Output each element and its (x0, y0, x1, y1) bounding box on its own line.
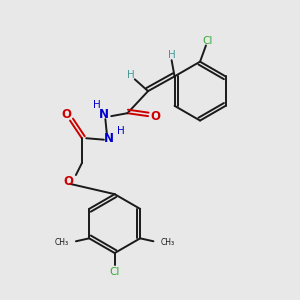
Text: Cl: Cl (110, 267, 120, 277)
Text: CH₃: CH₃ (161, 238, 175, 247)
Text: O: O (150, 110, 161, 123)
Text: Cl: Cl (202, 36, 213, 46)
Text: O: O (64, 175, 74, 188)
Text: N: N (104, 132, 114, 145)
Text: H: H (93, 100, 101, 110)
Text: H: H (128, 70, 135, 80)
Text: N: N (99, 108, 109, 121)
Text: CH₃: CH₃ (54, 238, 69, 247)
Text: H: H (117, 126, 125, 136)
Text: H: H (168, 50, 176, 60)
Text: O: O (61, 108, 71, 121)
